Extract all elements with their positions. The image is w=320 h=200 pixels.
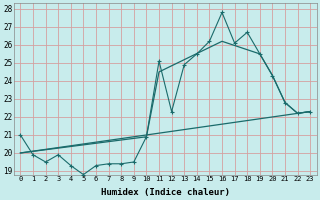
X-axis label: Humidex (Indice chaleur): Humidex (Indice chaleur) — [101, 188, 230, 197]
